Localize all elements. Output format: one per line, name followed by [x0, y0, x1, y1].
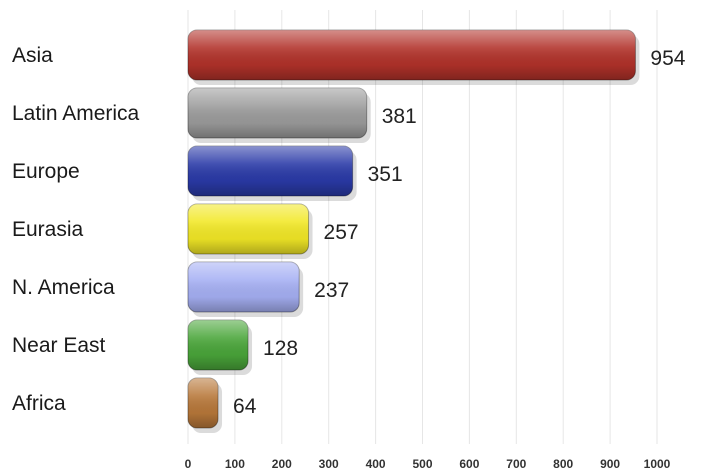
x-tick-label: 400: [366, 457, 386, 471]
x-tick-label: 500: [412, 457, 432, 471]
category-label: Latin America: [12, 102, 140, 125]
x-tick-label: 1000: [644, 457, 671, 471]
x-tick-label: 200: [272, 457, 292, 471]
x-axis-ticks: 0 100 200 300 400 500 600 700 800 900 1000: [185, 457, 671, 471]
x-tick-label: 600: [459, 457, 479, 471]
category-label: Africa: [12, 392, 66, 415]
value-label: 351: [368, 163, 403, 186]
category-labels: Asia Latin America Europe Eurasia N. America…: [12, 44, 140, 415]
category-label: Near East: [12, 334, 106, 357]
bar-shine-n-america: [188, 262, 300, 312]
x-tick-label: 0: [185, 457, 192, 471]
bar-shine-africa: [188, 378, 219, 428]
bar-shine-near-east: [188, 320, 249, 370]
value-label: 237: [314, 279, 349, 302]
x-tick-label: 300: [319, 457, 339, 471]
bar-shine-latin-america: [188, 88, 367, 138]
bar-shine-europe: [188, 146, 353, 196]
value-label: 257: [324, 221, 359, 244]
value-label: 954: [650, 47, 685, 70]
value-labels: 954 381 351 257 237 128 64: [233, 47, 686, 418]
category-label: N. America: [12, 276, 115, 299]
bar-shine-eurasia: [188, 204, 309, 254]
bars: [187, 29, 640, 433]
gridlines: [187, 10, 658, 444]
x-tick-label: 900: [600, 457, 620, 471]
bar-shine-asia: [188, 30, 636, 80]
category-label: Eurasia: [12, 218, 84, 241]
x-tick-label: 800: [553, 457, 573, 471]
category-label: Asia: [12, 44, 53, 67]
category-label: Europe: [12, 160, 80, 183]
value-label: 128: [263, 337, 298, 360]
value-label: 64: [233, 395, 257, 418]
x-tick-label: 100: [225, 457, 245, 471]
value-label: 381: [382, 105, 417, 128]
x-tick-label: 700: [506, 457, 526, 471]
